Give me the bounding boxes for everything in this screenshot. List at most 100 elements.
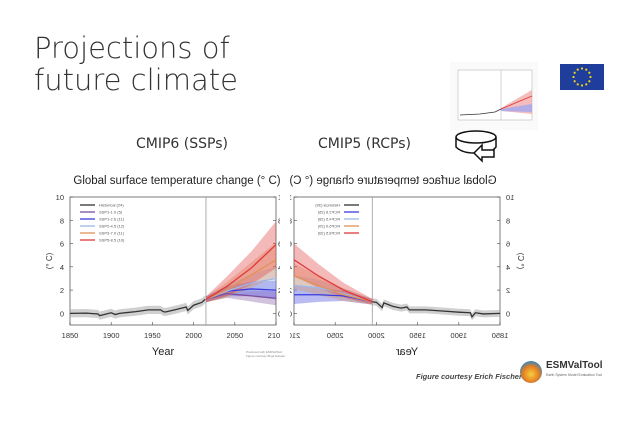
y-axis-label: (° C): [45, 252, 54, 269]
legend-label: SSP3-7.0 (11): [99, 231, 125, 236]
legend-label: RCP2.6 (26): [317, 210, 340, 215]
y-tick-label: 0: [506, 309, 510, 318]
thumbnail-chart: [450, 62, 538, 130]
title-line-1: Projections of: [34, 31, 230, 65]
cmip5-heading: CMIP5 (RCPs): [318, 136, 412, 152]
legend-label: SSP1-1.9 (5): [99, 210, 123, 215]
slide-title: Projections of future climate: [34, 32, 238, 96]
cmip6-chart: Global surface temperature change (° C) 0…: [40, 168, 286, 368]
series-line: [293, 275, 373, 303]
eu-star-icon: [576, 68, 579, 71]
y-tick-label-right: 10: [290, 193, 292, 202]
title-line-2: future climate: [34, 63, 238, 97]
y-tick-label-right: 10: [278, 193, 280, 202]
series-band: [294, 243, 373, 305]
x-tick-label: 2000: [185, 331, 202, 340]
y-tick-label: 4: [60, 263, 64, 272]
y-tick-label: 8: [506, 216, 510, 225]
x-tick-label: 1950: [144, 331, 161, 340]
series-line: [205, 259, 277, 300]
series-line: [372, 301, 501, 319]
x-tick-label: 2100: [268, 331, 280, 340]
y-tick-label: 2: [60, 286, 64, 295]
series-band: [372, 298, 500, 321]
y-axis-label: (° C): [516, 252, 525, 269]
y-tick-label-right: 2: [278, 286, 280, 295]
x-tick-label: 1850: [492, 331, 509, 340]
legend-label: Historical (39): [315, 203, 340, 208]
rotate-arrow-icon: [455, 130, 497, 163]
y-tick-label-right: 8: [278, 216, 280, 225]
eu-flag: [560, 64, 604, 90]
eu-star-icon: [580, 67, 584, 70]
y-tick-label: 2: [506, 286, 510, 295]
plot-area: [69, 196, 277, 326]
y-tick-label-right: 4: [290, 263, 292, 272]
series-band: [70, 295, 206, 320]
y-tick-label: 6: [60, 240, 64, 249]
logo-name: ESMValTool: [546, 360, 603, 371]
cmip6-heading: CMIP6 (SSPs): [136, 136, 228, 152]
series-band: [205, 289, 276, 306]
y-tick-label-right: 8: [290, 216, 292, 225]
y-tick-label-right: 0: [290, 309, 292, 318]
series-band: [205, 242, 276, 303]
legend-label: RCP8.5 (33): [317, 231, 340, 236]
eu-star-icon: [573, 80, 576, 83]
produced-note: Produced with ESMValTool Figure courtesy…: [246, 350, 285, 358]
esmvaltool-logo: [520, 361, 542, 383]
eu-star-icon: [576, 83, 579, 86]
eu-star-icon: [580, 84, 584, 87]
legend-label: SSP5-8.5 (10): [99, 238, 125, 243]
eu-star-icon: [572, 75, 575, 79]
legend-label: SSP2-4.5 (12): [99, 224, 125, 229]
legend-label: RCP4.5 (28): [317, 217, 340, 222]
figure-credit: Figure courtesy Erich Fischer: [416, 372, 522, 381]
series-line: [205, 292, 277, 301]
x-tick-label: 2050: [226, 331, 243, 340]
y-tick-label: 4: [506, 263, 510, 272]
x-tick-label: 210: [290, 331, 300, 340]
x-tick-label: 1900: [450, 331, 467, 340]
produced-line-2: Figure courtesy Birgit Hassler: [246, 354, 286, 358]
eu-star-icon: [588, 80, 591, 83]
y-tick-label-right: 0: [278, 309, 280, 318]
series-line: [293, 259, 373, 303]
legend-label: Historical (24): [99, 203, 124, 208]
eu-star-icon: [585, 83, 588, 86]
chart-svg: Global surface temperature change (° C) 0…: [284, 175, 525, 358]
x-axis-label: Year: [396, 346, 419, 358]
cmip5-chart-mirrored: Global surface temperature change (° C) 0…: [284, 168, 530, 368]
legend-label: SSP1-2.6 (11): [99, 217, 125, 222]
y-tick-label-right: 4: [278, 263, 280, 272]
eu-star-icon: [589, 75, 592, 79]
logo-subtitle: Earth System Model Evaluation Tool: [546, 373, 603, 377]
produced-line-1: Produced with ESMValTool: [246, 350, 282, 354]
x-tick-label: 1900: [103, 331, 120, 340]
y-tick-label: 0: [60, 309, 64, 318]
x-tick-label: 1950: [409, 331, 426, 340]
eu-star-icon: [585, 68, 588, 71]
y-tick-label-right: 6: [290, 240, 292, 249]
x-tick-label: 2050: [327, 331, 344, 340]
chart-svg: Global surface temperature change (° C) 0…: [45, 175, 286, 358]
eu-star-icon: [573, 71, 576, 74]
y-tick-label: 8: [60, 216, 64, 225]
y-tick-label: 10: [56, 193, 64, 202]
y-tick-label: 10: [506, 193, 514, 202]
y-tick-label: 6: [506, 240, 510, 249]
series-line: [69, 298, 206, 317]
chart-title: Global surface temperature change (° C): [73, 175, 280, 187]
legend-label: RCP6.0 (20): [317, 224, 340, 229]
x-tick-label: 1850: [62, 331, 79, 340]
y-tick-label-right: 6: [278, 240, 280, 249]
series-line: [205, 244, 277, 300]
series-band: [205, 266, 276, 303]
x-axis-label: Year: [152, 346, 175, 358]
x-tick-label: 2000: [368, 331, 385, 340]
plot-area: [293, 196, 501, 326]
chart-title: Global surface temperature change (° C): [290, 175, 497, 187]
y-tick-label-right: 2: [290, 286, 292, 295]
series-band: [205, 221, 276, 303]
